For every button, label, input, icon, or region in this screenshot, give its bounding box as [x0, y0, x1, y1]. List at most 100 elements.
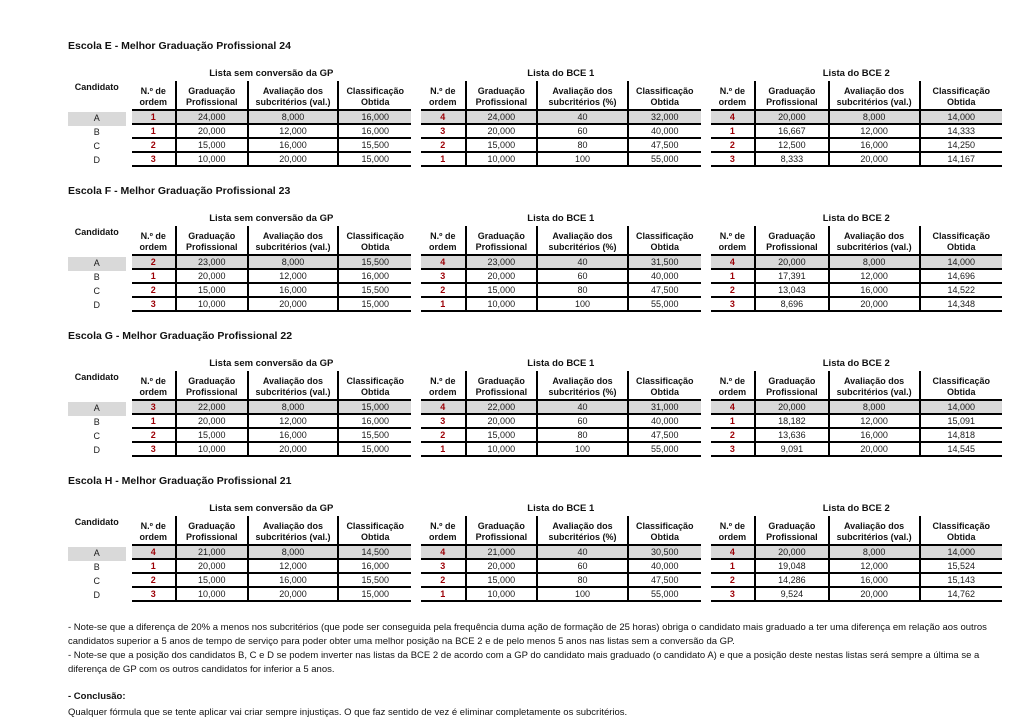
value-cell: 47,500	[626, 284, 701, 298]
column-header: Graduação Profissional	[175, 81, 247, 111]
order-cell: 2	[421, 574, 465, 588]
value-cell: 40,000	[626, 560, 701, 574]
value-cell: 15,000	[175, 429, 247, 443]
table-row: 1 18,182 12,000 15,091	[710, 415, 1002, 429]
value-cell: 20,000	[827, 153, 919, 167]
order-cell: 3	[131, 153, 176, 167]
column-header: Avaliação dos subcritérios (%)	[536, 81, 627, 111]
value-cell: 24,000	[464, 111, 537, 125]
value-cell: 10,000	[175, 588, 247, 602]
value-cell: 15,500	[337, 139, 412, 153]
value-cell: 12,000	[246, 270, 338, 284]
order-cell: 3	[710, 443, 755, 457]
school-tables: Candidato A B C D Lista sem conversão da GP N.…	[68, 502, 1012, 603]
group-title: Lista do BCE 2	[822, 503, 890, 514]
table-row: 2 15,000 80 47,500	[421, 429, 701, 443]
column-header: N.º de ordem	[421, 226, 465, 256]
value-cell: 15,000	[337, 298, 412, 312]
value-cell: 21,000	[464, 546, 537, 560]
value-cell: 100	[536, 153, 627, 167]
value-cell: 15,000	[464, 139, 537, 153]
value-cell: 16,000	[246, 139, 338, 153]
column-header: Graduação Profissional	[464, 226, 537, 256]
candidato-cell: C	[93, 576, 101, 586]
table-row: 4 21,000 8,000 14,500	[131, 546, 412, 560]
value-cell: 20,000	[246, 153, 338, 167]
candidato-cell: C	[93, 141, 101, 151]
order-cell: 2	[421, 284, 465, 298]
column-header: Avaliação dos subcritérios (val.)	[246, 516, 338, 546]
value-cell: 13,043	[754, 284, 828, 298]
table-row: B	[68, 126, 126, 140]
value-cell: 9,524	[754, 588, 828, 602]
order-cell: 4	[710, 401, 755, 415]
value-cell: 40,000	[626, 415, 701, 429]
candidato-cell: A	[68, 402, 126, 416]
header-row: Candidato	[68, 516, 126, 547]
column-header: N.º de ordem	[131, 371, 176, 401]
header-row: Candidato	[68, 81, 126, 112]
group-title: Lista do BCE 2	[822, 213, 890, 224]
table-row: A	[68, 257, 126, 271]
order-cell: 3	[710, 588, 755, 602]
order-cell: 4	[421, 111, 465, 125]
column-header: Avaliação dos subcritérios (val.)	[246, 226, 338, 256]
table-row: A	[68, 112, 126, 126]
value-cell: 20,000	[754, 401, 828, 415]
value-cell: 20,000	[827, 443, 919, 457]
table-row: B	[68, 271, 126, 285]
value-cell: 30,500	[626, 546, 701, 560]
column-header: Graduação Profissional	[464, 516, 537, 546]
table-row: 3 10,000 20,000 15,000	[131, 443, 412, 457]
value-cell: 15,000	[464, 284, 537, 298]
header-row: N.º de ordem Graduação Profissional Avalia…	[131, 81, 412, 111]
table-row: 2 15,000 80 47,500	[421, 574, 701, 588]
group-title: Lista do BCE 1	[527, 358, 595, 369]
table-row: B	[68, 416, 126, 430]
order-cell: 2	[131, 284, 176, 298]
value-cell: 10,000	[464, 153, 537, 167]
table-row: D	[68, 444, 126, 458]
table-row: C	[68, 285, 126, 299]
value-cell: 19,048	[754, 560, 828, 574]
order-cell: 4	[421, 256, 465, 270]
column-header: Graduação Profissional	[175, 371, 247, 401]
value-cell: 10,000	[464, 588, 537, 602]
data-table-sem-conversao: N.º de ordem Graduação Profissional Avalia…	[131, 371, 412, 457]
conclusion-label: - Conclusão:	[68, 691, 126, 702]
value-cell: 8,000	[246, 111, 338, 125]
value-cell: 15,000	[175, 284, 247, 298]
school-block: Escola H - Melhor Graduação Profissional…	[68, 475, 1012, 603]
school-tables: Candidato A B C D Lista sem conversão da GP N.…	[68, 67, 1012, 168]
column-header: Avaliação dos subcritérios (val.)	[827, 516, 919, 546]
candidato-cell: B	[93, 272, 100, 282]
value-cell: 14,522	[918, 284, 1002, 298]
value-cell: 14,000	[918, 546, 1002, 560]
value-cell: 60	[536, 560, 627, 574]
table-row: 1 19,048 12,000 15,524	[710, 560, 1002, 574]
table-row: 4 21,000 40 30,500	[421, 546, 701, 560]
table-row: 2 12,500 16,000 14,250	[710, 139, 1002, 153]
column-header: N.º de ordem	[710, 81, 755, 111]
value-cell: 8,000	[246, 401, 338, 415]
order-cell: 1	[710, 415, 755, 429]
value-cell: 15,000	[337, 401, 412, 415]
candidato-table: Candidato A B C D	[68, 226, 126, 313]
order-cell: 1	[710, 270, 755, 284]
value-cell: 16,000	[246, 574, 338, 588]
column-header: Avaliação dos subcritérios (%)	[536, 371, 627, 401]
table-row: 3 22,000 8,000 15,000	[131, 401, 412, 415]
data-table-bce2: N.º de ordem Graduação Profissional Avalia…	[710, 226, 1002, 312]
value-cell: 15,091	[918, 415, 1002, 429]
table-row: 3 10,000 20,000 15,000	[131, 298, 412, 312]
header-row: N.º de ordem Graduação Profissional Avalia…	[421, 81, 701, 111]
order-cell: 1	[421, 298, 465, 312]
value-cell: 12,000	[246, 415, 338, 429]
order-cell: 1	[421, 153, 465, 167]
value-cell: 40	[536, 256, 627, 270]
value-cell: 100	[536, 298, 627, 312]
candidato-cell: D	[93, 445, 101, 455]
subtable-bce2: Lista do BCE 2 N.º de ordem Graduação Prof…	[710, 357, 1002, 457]
subtable-bce2: Lista do BCE 2 N.º de ordem Graduação Prof…	[710, 212, 1002, 312]
value-cell: 10,000	[464, 443, 537, 457]
